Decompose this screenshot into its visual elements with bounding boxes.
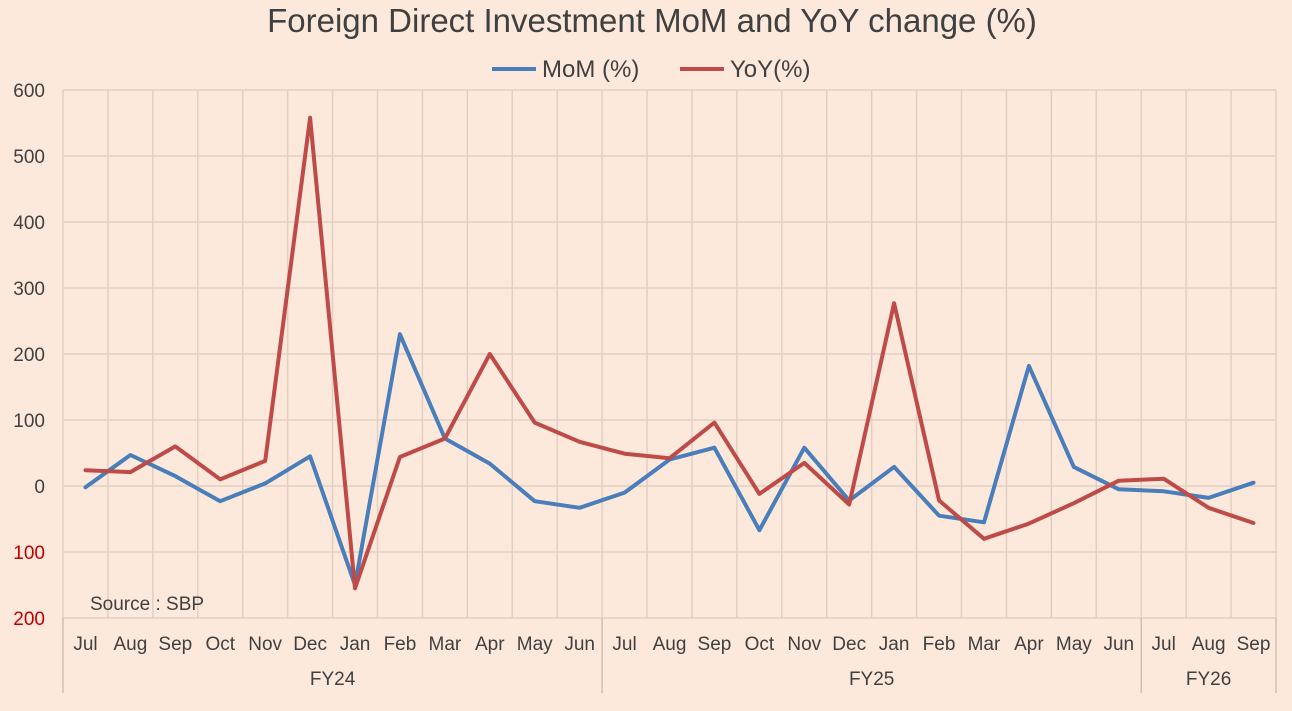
- grid: [62, 89, 1277, 619]
- plot-lines: [83, 115, 1256, 591]
- y-tick-label: 400: [13, 213, 45, 234]
- x-tick-label: Aug: [653, 634, 687, 655]
- x-tick-label: Sep: [158, 634, 192, 655]
- y-tick-label: 500: [13, 147, 45, 168]
- y-tick-label: 100: [13, 543, 45, 564]
- x-tick-label: Jul: [73, 634, 97, 655]
- y-tick-label: 300: [13, 279, 45, 300]
- y-axis: 600 500 400 300 200 100 0 100 200: [13, 81, 45, 630]
- x-group-label: FY25: [849, 669, 894, 690]
- legend: MoM (%) YoY(%): [492, 56, 810, 83]
- source-note: Source : SBP: [90, 594, 204, 615]
- y-tick-label: 100: [13, 411, 45, 432]
- x-tick-label: Oct: [745, 634, 775, 655]
- x-tick-label: Apr: [1014, 634, 1044, 655]
- y-tick-label: 200: [13, 345, 45, 366]
- x-axis: Jul Aug Sep Oct Nov Dec Jan Feb Mar Apr May Jun Jul A…: [62, 618, 1277, 693]
- x-tick-label: Jul: [1152, 634, 1176, 655]
- x-tick-label: Oct: [205, 634, 235, 655]
- y-tick-label: 0: [34, 477, 45, 498]
- x-tick-label: Aug: [113, 634, 147, 655]
- x-tick-label: Feb: [923, 634, 956, 655]
- x-tick-label: Feb: [384, 634, 417, 655]
- x-tick-label: Apr: [475, 634, 505, 655]
- x-group-label: FY26: [1186, 669, 1231, 690]
- x-tick-label: Aug: [1192, 634, 1226, 655]
- x-tick-label: Nov: [248, 634, 282, 655]
- y-tick-label: 600: [13, 81, 45, 102]
- x-tick-label: Jun: [564, 634, 595, 655]
- x-tick-label: May: [517, 634, 553, 655]
- x-tick-label: Mar: [429, 634, 462, 655]
- legend-label: YoY(%): [730, 56, 810, 83]
- x-tick-label: Nov: [787, 634, 821, 655]
- x-tick-label: Jan: [340, 634, 371, 655]
- x-tick-label: May: [1056, 634, 1092, 655]
- x-tick-label: Jun: [1103, 634, 1134, 655]
- x-tick-label: Jan: [879, 634, 910, 655]
- series-line: [83, 115, 1256, 591]
- x-tick-label: Jul: [612, 634, 636, 655]
- y-tick-label: 200: [13, 609, 45, 630]
- x-tick-label: Sep: [1237, 634, 1271, 655]
- x-tick-label: Dec: [832, 634, 866, 655]
- chart-title: Foreign Direct Investment MoM and YoY ch…: [267, 2, 1037, 39]
- x-tick-label: Mar: [968, 634, 1001, 655]
- legend-label: MoM (%): [542, 56, 639, 83]
- x-tick-label: Sep: [698, 634, 732, 655]
- x-tick-label: Dec: [293, 634, 327, 655]
- x-group-label: FY24: [310, 669, 356, 690]
